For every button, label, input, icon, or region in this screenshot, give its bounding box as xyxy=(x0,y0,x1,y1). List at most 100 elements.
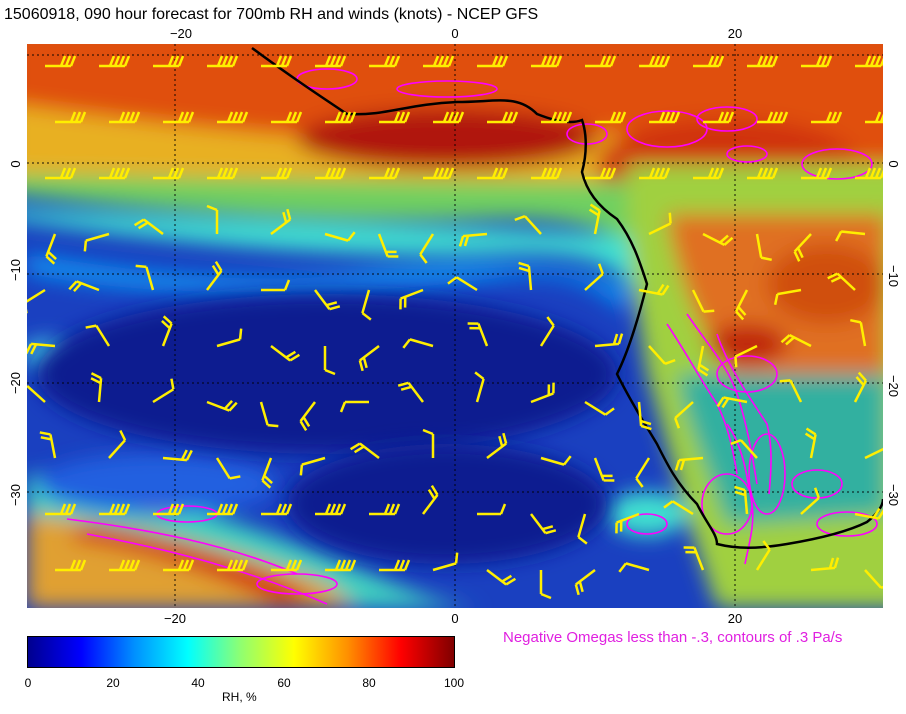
wind-barb xyxy=(530,513,557,535)
wind-barb xyxy=(864,436,883,460)
wind-barb xyxy=(804,427,817,459)
wind-barb xyxy=(577,513,588,545)
chart-title: 15060918, 090 hour forecast for 700mb RH… xyxy=(4,6,539,23)
wind-barb xyxy=(162,449,193,462)
wind-barb xyxy=(369,55,401,68)
wind-barb xyxy=(810,557,840,572)
wind-barb xyxy=(467,322,489,347)
wind-barb xyxy=(206,260,223,291)
wind-barb xyxy=(487,111,519,124)
wind-barb xyxy=(358,345,380,372)
wind-barb xyxy=(755,233,772,262)
wind-barb xyxy=(163,559,195,572)
wind-barb xyxy=(585,55,617,68)
rh-wind-map xyxy=(27,44,883,608)
wind-barb xyxy=(433,111,465,124)
wind-barb xyxy=(477,167,509,180)
wind-barb xyxy=(216,328,243,348)
wind-barb xyxy=(270,345,301,362)
wind-barb xyxy=(99,167,131,180)
wind-barb xyxy=(734,344,758,368)
wind-barb xyxy=(135,264,155,291)
wind-barb xyxy=(755,540,771,571)
wind-barb xyxy=(780,333,812,348)
wind-barb xyxy=(693,55,725,68)
wind-barb xyxy=(423,55,455,68)
wind-barb xyxy=(99,55,131,68)
wind-barb xyxy=(648,345,676,366)
wind-barb xyxy=(530,382,555,404)
wind-barb xyxy=(697,345,710,377)
wind-barb xyxy=(27,384,46,403)
wind-barb xyxy=(811,111,843,124)
wind-barb xyxy=(109,559,141,572)
wind-barb xyxy=(325,559,357,572)
wind-barb xyxy=(215,457,241,480)
wind-barb xyxy=(585,167,617,180)
wind-barb xyxy=(637,401,652,431)
wind-barb xyxy=(864,569,883,590)
wind-barb xyxy=(299,401,316,432)
wind-barb xyxy=(85,324,111,347)
wind-barb xyxy=(349,442,380,459)
wind-barb xyxy=(206,400,238,412)
lat-tick-left-neg20: −20 xyxy=(8,371,23,395)
wind-barb xyxy=(747,55,779,68)
wind-barb xyxy=(638,283,670,296)
wind-barb xyxy=(702,232,734,247)
lon-tick-top-20: 20 xyxy=(727,26,743,41)
wind-barb xyxy=(217,559,249,572)
wind-barb xyxy=(423,167,455,180)
rh-colorbar xyxy=(27,636,455,668)
wind-barb xyxy=(259,401,279,428)
wind-barb xyxy=(45,55,77,68)
coastline xyxy=(251,46,883,549)
wind-barb xyxy=(83,232,110,252)
wind-barb xyxy=(377,233,399,258)
wind-barb xyxy=(773,288,802,305)
wind-barb xyxy=(163,111,195,124)
wind-barb xyxy=(109,111,141,124)
wind-barb xyxy=(584,263,605,291)
wind-barb xyxy=(339,400,369,413)
wind-barb xyxy=(206,204,219,234)
wind-barb xyxy=(827,272,856,291)
wind-barb xyxy=(531,55,563,68)
wind-barb xyxy=(270,208,292,235)
wind-barb xyxy=(734,485,749,515)
wind-barb xyxy=(703,111,735,124)
wind-barb xyxy=(315,167,347,180)
wind-barb xyxy=(379,111,411,124)
wind-barb xyxy=(539,570,552,600)
wind-barbs xyxy=(27,55,883,600)
rh-field xyxy=(27,44,883,608)
wind-barb xyxy=(27,342,56,355)
lon-tick-bottom-0: 0 xyxy=(451,611,459,626)
wind-barb xyxy=(207,167,239,180)
lat-tick-right-neg20: −20 xyxy=(886,374,901,398)
wind-barb xyxy=(793,233,812,262)
wind-barb xyxy=(55,559,87,572)
lon-tick-top-0: 0 xyxy=(451,26,459,41)
wind-barb xyxy=(361,289,372,321)
wind-barb xyxy=(152,378,175,404)
wind-barb xyxy=(800,487,821,515)
wind-barb xyxy=(691,289,715,313)
wind-barb xyxy=(108,429,127,459)
wind-barb xyxy=(477,55,509,68)
wind-barb xyxy=(850,318,867,347)
wind-barb xyxy=(716,396,748,409)
wind-barb xyxy=(673,401,694,429)
wind-barb xyxy=(271,111,303,124)
wind-barb xyxy=(593,457,615,482)
wind-barb xyxy=(45,503,77,516)
wind-barb xyxy=(447,276,478,292)
wind-barb xyxy=(399,288,424,310)
wind-barb xyxy=(853,371,868,403)
colorbar-tick-40: 40 xyxy=(191,676,205,690)
wind-barb xyxy=(55,111,87,124)
wind-barb xyxy=(855,167,883,180)
wind-barb xyxy=(835,230,866,242)
wind-barb xyxy=(458,232,488,247)
wind-barb xyxy=(734,289,749,321)
